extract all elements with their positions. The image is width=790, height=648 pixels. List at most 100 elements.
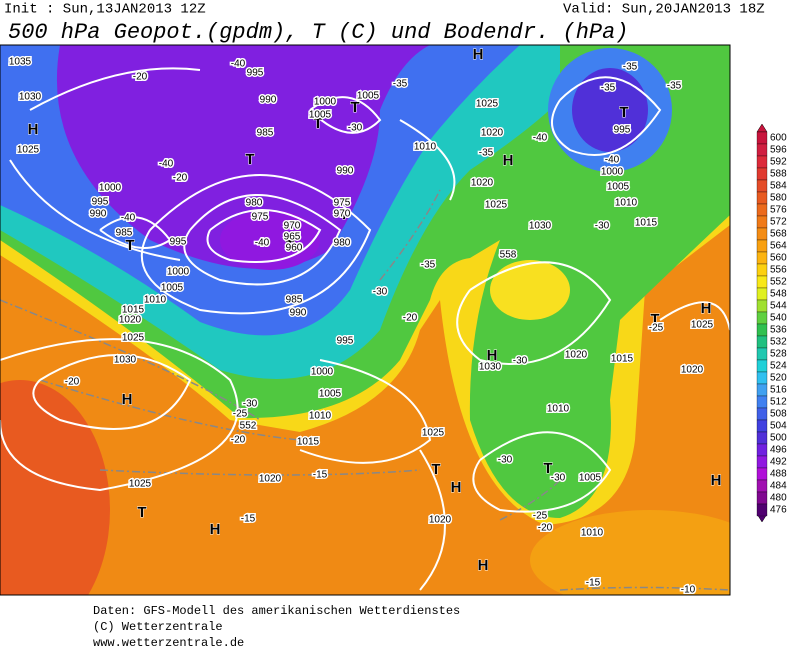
colorbar-cell: [756, 491, 768, 505]
colorbar-label: 524: [770, 361, 787, 372]
pressure-center: H: [503, 152, 514, 169]
colorbar-label: 552: [770, 277, 787, 288]
colorbar-label: 596: [770, 145, 787, 156]
footer-source: Daten: GFS-Modell des amerikanischen Wet…: [93, 604, 460, 618]
colorbar-label: 488: [770, 469, 787, 480]
isoline-label: -30: [498, 455, 513, 466]
isoline-label: 1020: [471, 178, 494, 189]
isoline-label: 995: [247, 68, 264, 79]
colorbar-cell: [756, 311, 768, 325]
isoline-label: -40: [605, 155, 620, 166]
colorbar-label: 508: [770, 409, 787, 420]
colorbar-label: 528: [770, 349, 787, 360]
isoline-label: 1030: [479, 362, 502, 373]
isoline-label: 1025: [422, 428, 445, 439]
colorbar-label: 492: [770, 457, 787, 468]
pressure-center: H: [487, 347, 498, 364]
colorbar-label: 476: [770, 505, 787, 516]
isoline-label: 1020: [681, 365, 704, 376]
colorbar-cell: [756, 383, 768, 397]
colorbar-cell: [756, 407, 768, 421]
isoline-label: 1000: [601, 167, 624, 178]
isoline-label: -40: [231, 59, 246, 70]
colorbar-label: 560: [770, 253, 787, 264]
isoline-label: -35: [623, 62, 638, 73]
colorbar-cell: [756, 143, 768, 157]
colorbar-label: 544: [770, 301, 787, 312]
isoline-label: 1005: [607, 182, 630, 193]
isoline-label: -25: [533, 511, 548, 522]
isoline-label: -15: [313, 470, 328, 481]
isoline-label: 1005: [319, 389, 342, 400]
footer-copyright: (C) Wetterzentrale: [93, 620, 223, 634]
isoline-label: 1020: [565, 350, 588, 361]
pressure-center: T: [350, 99, 359, 116]
isoline-label: 1020: [429, 515, 452, 526]
colorbar-cell: [756, 191, 768, 205]
isoline-label: 995: [337, 336, 354, 347]
isoline-label: 985: [257, 128, 274, 139]
map-title: 500 hPa Geopot.(gpdm), T (C) und Bodendr…: [8, 20, 629, 45]
isoline-label: 995: [614, 125, 631, 136]
pressure-center: H: [478, 557, 489, 574]
isoline-label: 552: [240, 421, 257, 432]
colorbar-cell: [756, 455, 768, 469]
isoline-label: 1010: [581, 528, 604, 539]
colorbar-label: 536: [770, 325, 787, 336]
isoline-label: 1010: [414, 142, 437, 153]
colorbar-label: 584: [770, 181, 787, 192]
colorbar-cell: [756, 503, 768, 517]
colorbar-label: 500: [770, 433, 787, 444]
isoline-label: -30: [513, 356, 528, 367]
isoline-label: -30: [595, 221, 610, 232]
pressure-center: H: [473, 46, 484, 63]
pressure-center: H: [711, 472, 722, 489]
isoline-label: 985: [116, 228, 133, 239]
isoline-label: 1005: [579, 473, 602, 484]
colorbar-label: 532: [770, 337, 787, 348]
colorbar-cell: [756, 275, 768, 289]
isoline-label: 1020: [119, 315, 142, 326]
isoline-label: -20: [231, 435, 246, 446]
pressure-center: T: [619, 104, 628, 121]
isoline-label: 1000: [167, 267, 190, 278]
colorbar-label: 600: [770, 133, 787, 144]
pressure-center: H: [28, 121, 39, 138]
pressure-center: T: [431, 461, 440, 478]
colorbar-label: 520: [770, 373, 787, 384]
isoline-label: 1005: [357, 91, 380, 102]
colorbar-cell: [756, 215, 768, 229]
colorbar: 6005965925885845805765725685645605565525…: [756, 123, 787, 523]
isoline-label: -40: [533, 133, 548, 144]
colorbar-label: 540: [770, 313, 787, 324]
isoline-label: 1010: [144, 295, 167, 306]
colorbar-label: 572: [770, 217, 787, 228]
isoline-label: 1020: [259, 474, 282, 485]
isoline-label: -20: [403, 313, 418, 324]
isoline-label: -35: [421, 260, 436, 271]
colorbar-cell: [756, 299, 768, 313]
isoline-label: 1005: [309, 110, 332, 121]
colorbar-cell: [756, 287, 768, 301]
isoline-label: 1010: [309, 411, 332, 422]
isoline-label: 1030: [529, 221, 552, 232]
colorbar-label: 548: [770, 289, 787, 300]
colorbar-label: 580: [770, 193, 787, 204]
isoline-label: 990: [337, 166, 354, 177]
colorbar-label: 516: [770, 385, 787, 396]
colorbar-cell: [756, 479, 768, 493]
colorbar-cell: [756, 419, 768, 433]
colorbar-cell: [756, 323, 768, 337]
colorbar-label: 588: [770, 169, 787, 180]
isoline-label: -20: [538, 523, 553, 534]
pressure-center: T: [285, 237, 294, 254]
colorbar-cell: [756, 167, 768, 181]
isoline-label: 980: [246, 198, 263, 209]
isoline-label: 960: [286, 243, 303, 254]
isoline-label: 990: [90, 209, 107, 220]
isoline-label: 1030: [19, 92, 42, 103]
colorbar-cell: [756, 467, 768, 481]
isoline-label: 1025: [129, 479, 152, 490]
isoline-label: 975: [252, 212, 269, 223]
